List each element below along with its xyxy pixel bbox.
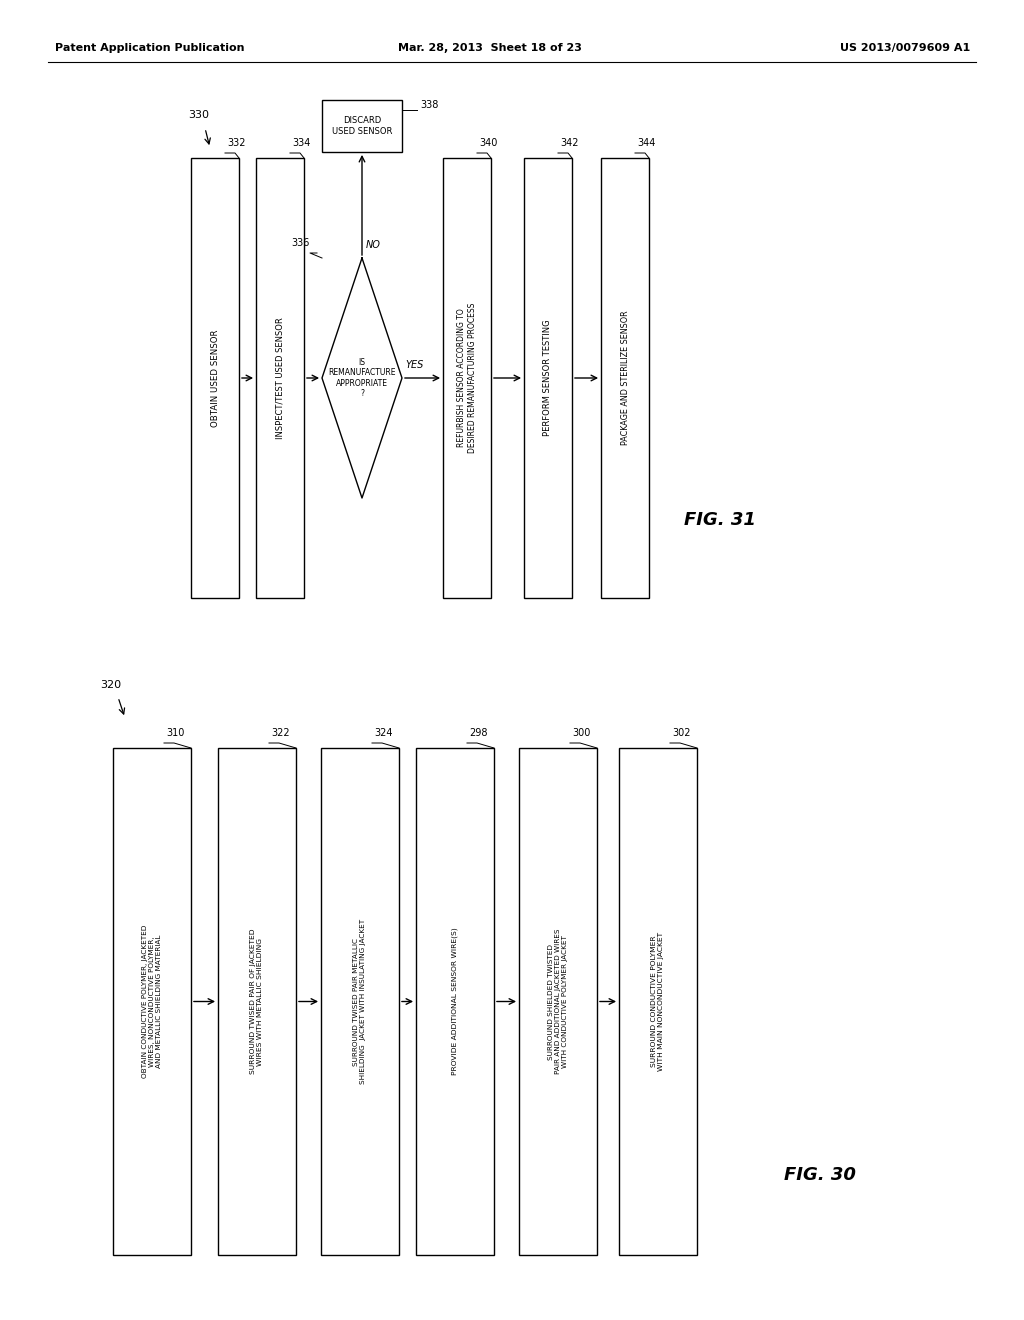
Bar <box>191 158 239 598</box>
Text: 324: 324 <box>374 729 392 738</box>
Text: 300: 300 <box>572 729 591 738</box>
Text: 320: 320 <box>100 680 121 690</box>
Bar <box>113 748 191 1255</box>
Bar <box>618 748 697 1255</box>
Text: OBTAIN CONDUCTIVE POLYMER, JACKETED
WIRES, NONCONDUCTIVE POLYMER,
AND METALLIC S: OBTAIN CONDUCTIVE POLYMER, JACKETED WIRE… <box>142 925 162 1078</box>
Text: Mar. 28, 2013  Sheet 18 of 23: Mar. 28, 2013 Sheet 18 of 23 <box>398 44 582 53</box>
Bar <box>218 748 296 1255</box>
Text: 332: 332 <box>227 139 246 148</box>
Text: SURROUND TWISED PAIR METALLIC
SHIELDING  JACKET WITH INSULATING JACKET: SURROUND TWISED PAIR METALLIC SHIELDING … <box>353 919 367 1084</box>
Text: Patent Application Publication: Patent Application Publication <box>55 44 245 53</box>
Text: INSPECT/TEST USED SENSOR: INSPECT/TEST USED SENSOR <box>275 317 285 438</box>
Text: 322: 322 <box>271 729 290 738</box>
Text: 340: 340 <box>479 139 498 148</box>
Text: 298: 298 <box>469 729 487 738</box>
Bar <box>322 100 402 152</box>
Bar <box>601 158 649 598</box>
Text: 338: 338 <box>420 100 438 110</box>
Text: US 2013/0079609 A1: US 2013/0079609 A1 <box>840 44 970 53</box>
Text: 344: 344 <box>637 139 655 148</box>
Bar <box>416 748 494 1255</box>
Text: 342: 342 <box>560 139 579 148</box>
Text: 310: 310 <box>166 729 184 738</box>
Text: PERFORM SENSOR TESTING: PERFORM SENSOR TESTING <box>544 319 553 437</box>
Text: OBTAIN USED SENSOR: OBTAIN USED SENSOR <box>211 329 219 426</box>
Text: 330: 330 <box>188 110 209 120</box>
Bar <box>519 748 597 1255</box>
Text: PACKAGE AND STERILIZE SENSOR: PACKAGE AND STERILIZE SENSOR <box>621 310 630 445</box>
Bar <box>256 158 304 598</box>
Text: SURROUND SHIELDED TWISTED
PAIR AND ADDITIONAL JACKETED WIRES
WITH CONDUCTIVE POL: SURROUND SHIELDED TWISTED PAIR AND ADDIT… <box>548 929 568 1074</box>
Bar <box>524 158 572 598</box>
Text: 336: 336 <box>292 238 310 248</box>
Text: NO: NO <box>366 240 381 249</box>
Text: SURROUND TWISED PAIR OF JACKETED
WIRES WITH METALLIC SHIELDING: SURROUND TWISED PAIR OF JACKETED WIRES W… <box>251 929 263 1074</box>
Text: YES: YES <box>406 360 423 370</box>
Text: IS
REMANUFACTURE
APPROPRIATE
?: IS REMANUFACTURE APPROPRIATE ? <box>329 358 395 399</box>
Bar <box>321 748 399 1255</box>
Text: FIG. 31: FIG. 31 <box>684 511 756 529</box>
Text: 334: 334 <box>292 139 310 148</box>
Text: FIG. 30: FIG. 30 <box>784 1166 856 1184</box>
Text: REFURBISH SENSOR ACCORDING TO
DESIRED REMANUFACTURING PROCESS: REFURBISH SENSOR ACCORDING TO DESIRED RE… <box>458 302 477 453</box>
Text: SURROUND CONDUCTIVE POLYMER
WITH MAIN NONCONDUCTIVE JACKET: SURROUND CONDUCTIVE POLYMER WITH MAIN NO… <box>651 932 665 1071</box>
Text: DISCARD
USED SENSOR: DISCARD USED SENSOR <box>332 116 392 136</box>
Bar <box>443 158 490 598</box>
Text: PROVIDE ADDITIONAL SENSOR WIRE(S): PROVIDE ADDITIONAL SENSOR WIRE(S) <box>452 928 459 1076</box>
Text: 302: 302 <box>672 729 690 738</box>
